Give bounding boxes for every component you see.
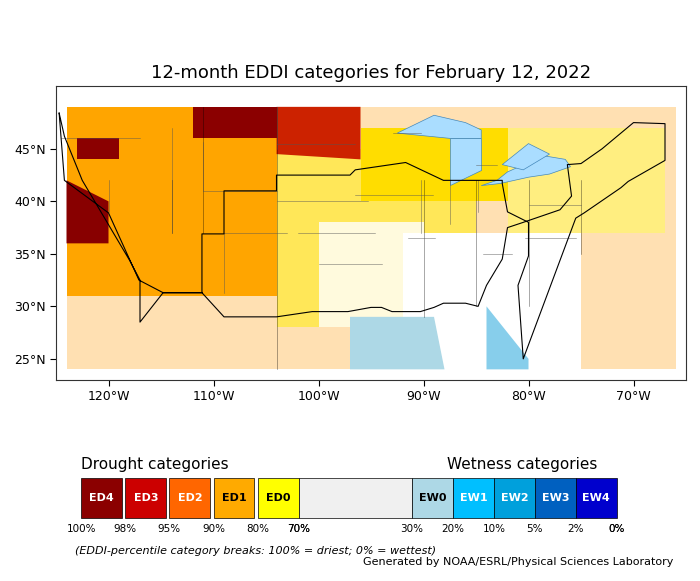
Polygon shape — [402, 233, 581, 370]
Polygon shape — [486, 306, 528, 370]
Polygon shape — [66, 107, 676, 370]
Text: EW2: EW2 — [500, 493, 528, 503]
Polygon shape — [276, 107, 360, 159]
Polygon shape — [66, 107, 276, 296]
FancyBboxPatch shape — [575, 478, 617, 518]
Text: EW0: EW0 — [419, 493, 446, 503]
FancyBboxPatch shape — [169, 478, 210, 518]
Text: ED2: ED2 — [178, 493, 202, 503]
Text: 98%: 98% — [113, 523, 137, 533]
Text: 70%: 70% — [287, 523, 310, 533]
Text: ED4: ED4 — [90, 493, 114, 503]
Text: 10%: 10% — [482, 523, 505, 533]
Text: 90%: 90% — [202, 523, 225, 533]
Text: (EDDI-percentile category breaks: 100% = driest; 0% = wettest): (EDDI-percentile category breaks: 100% =… — [75, 547, 436, 557]
FancyBboxPatch shape — [214, 478, 255, 518]
Polygon shape — [193, 107, 276, 138]
Polygon shape — [66, 180, 108, 243]
Polygon shape — [449, 138, 482, 185]
Text: EW3: EW3 — [542, 493, 569, 503]
Text: 5%: 5% — [526, 523, 543, 533]
Title: 12-month EDDI categories for February 12, 2022: 12-month EDDI categories for February 12… — [151, 63, 591, 81]
Text: 80%: 80% — [246, 523, 269, 533]
Text: 0%: 0% — [608, 523, 625, 533]
FancyBboxPatch shape — [535, 478, 575, 518]
Text: EW1: EW1 — [460, 493, 487, 503]
Text: 100%: 100% — [66, 523, 96, 533]
FancyBboxPatch shape — [81, 478, 122, 518]
Text: ED0: ED0 — [266, 493, 290, 503]
Text: Wetness categories: Wetness categories — [447, 457, 597, 472]
Polygon shape — [276, 149, 476, 327]
Polygon shape — [350, 317, 444, 370]
FancyBboxPatch shape — [453, 478, 494, 518]
Polygon shape — [398, 115, 482, 138]
FancyBboxPatch shape — [125, 478, 167, 518]
FancyBboxPatch shape — [412, 478, 453, 518]
Polygon shape — [482, 154, 570, 185]
Text: EW4: EW4 — [582, 493, 610, 503]
Text: ED1: ED1 — [222, 493, 246, 503]
Polygon shape — [503, 144, 550, 170]
FancyBboxPatch shape — [258, 478, 298, 518]
Text: 95%: 95% — [158, 523, 181, 533]
Text: 30%: 30% — [400, 523, 424, 533]
Text: Drought categories: Drought categories — [81, 457, 229, 472]
Text: ED3: ED3 — [134, 493, 158, 503]
Text: 70%: 70% — [287, 523, 310, 533]
Polygon shape — [508, 128, 665, 233]
Polygon shape — [360, 128, 508, 202]
Text: 2%: 2% — [568, 523, 584, 533]
FancyBboxPatch shape — [494, 478, 535, 518]
Text: 0%: 0% — [608, 523, 625, 533]
FancyBboxPatch shape — [298, 478, 412, 518]
Text: Generated by NOAA/ESRL/Physical Sciences Laboratory: Generated by NOAA/ESRL/Physical Sciences… — [363, 557, 673, 567]
Polygon shape — [318, 223, 424, 327]
Polygon shape — [77, 138, 119, 159]
Text: 20%: 20% — [442, 523, 464, 533]
